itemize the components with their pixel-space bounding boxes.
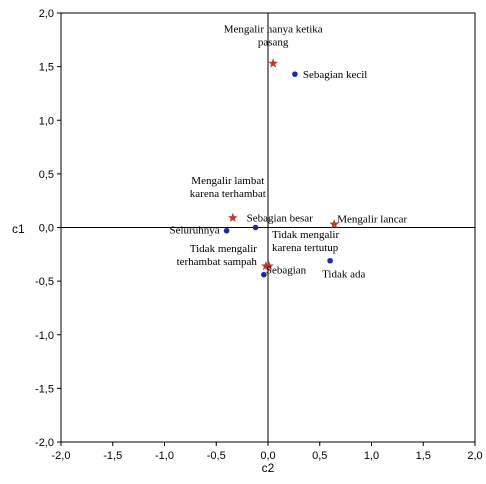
point-label: Mengalir lancar: [337, 213, 407, 225]
circle-marker: [327, 257, 333, 264]
circle-marker: [292, 71, 298, 77]
y-tick-label: -0,5: [35, 276, 54, 288]
point-label: Tidak ada: [322, 269, 365, 281]
y-tick-label: 0,0: [39, 223, 54, 235]
y-axis-title: c1: [12, 222, 25, 236]
point-label: Seluruhnya: [169, 225, 219, 237]
y-tick-label: 1,5: [39, 62, 54, 74]
x-tick-label: -0,5: [207, 450, 226, 462]
x-tick-label: 1,5: [416, 450, 431, 462]
point-label: karena terhambat: [190, 188, 266, 200]
circle-marker: [223, 227, 230, 234]
point-label: Sebagian kecil: [303, 69, 367, 81]
data-markers: [223, 58, 340, 278]
y-axis-ticks: 2,0 1,5 1,0 0,5 0,0 -0,5 -1,0 -1,5 -2,0: [35, 8, 61, 449]
y-tick-label: -2,0: [35, 437, 54, 449]
y-tick-label: 0,5: [39, 169, 54, 181]
circle-marker: [261, 271, 267, 278]
star-marker: [228, 212, 238, 222]
x-tick-label: -1,5: [103, 450, 122, 462]
y-tick-label: -1,5: [35, 383, 54, 395]
x-tick-label: 0,5: [312, 450, 327, 462]
y-tick-label: -1,0: [35, 330, 54, 342]
point-label: Tidak mengalir: [272, 229, 339, 241]
x-tick-label: 0,0: [260, 450, 275, 462]
point-label: karena tertutup: [272, 242, 339, 254]
point-label: Mengalir hanya ketika: [224, 23, 323, 35]
y-tick-label: 1,0: [39, 115, 54, 127]
point-label: Sebagian: [266, 265, 307, 277]
circle-marker: [252, 224, 259, 231]
point-label: Mengalir lambat: [191, 175, 264, 187]
point-label: Tidak mengalir: [190, 243, 257, 255]
x-axis-title: c2: [262, 461, 275, 475]
point-label: pasang: [258, 36, 289, 48]
star-marker: [261, 261, 271, 271]
star-marker: [268, 58, 278, 68]
x-axis-ticks: -2,0 -1,5 -1,0 -0,5 0,0 0,5 1,0 1,5 2,0: [52, 442, 483, 462]
x-tick-label: 1,0: [364, 450, 379, 462]
x-tick-label: -1,0: [155, 450, 174, 462]
y-tick-label: 2,0: [39, 8, 54, 20]
x-tick-label: 2,0: [467, 450, 482, 462]
point-label: terhambat sampah: [177, 256, 258, 268]
star-marker: [329, 219, 340, 229]
point-label: Sebagian besar: [247, 213, 314, 225]
x-tick-label: -2,0: [52, 450, 71, 462]
reference-lines: [61, 13, 475, 442]
